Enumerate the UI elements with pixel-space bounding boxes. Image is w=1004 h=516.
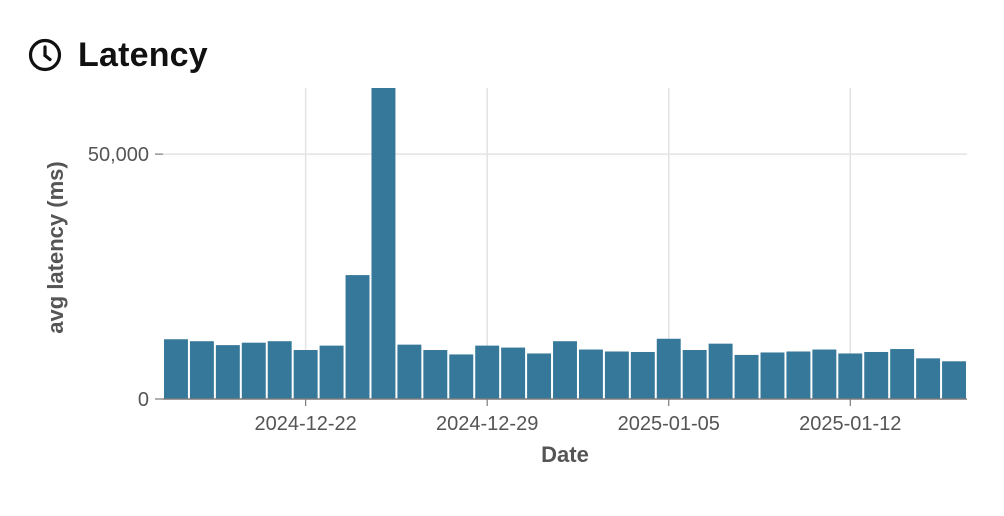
bar-2025-01-05[interactable]: [656, 338, 681, 399]
bar-2024-12-28[interactable]: [449, 354, 474, 399]
bar-2024-12-26[interactable]: [397, 344, 422, 399]
bar-2025-01-09[interactable]: [760, 352, 785, 399]
bar-2024-12-18[interactable]: [189, 341, 214, 399]
bar-2025-01-02[interactable]: [578, 349, 603, 399]
panel-header: Latency: [28, 32, 208, 78]
panel-title: Latency: [78, 35, 208, 74]
bar-2025-01-03[interactable]: [604, 351, 629, 399]
y-tick-label: 0: [138, 389, 149, 411]
bar-2024-12-23[interactable]: [319, 345, 344, 399]
bar-2024-12-19[interactable]: [215, 345, 240, 399]
bars: [164, 88, 966, 399]
grid-lines: [155, 88, 967, 406]
x-tick-label: 2025-01-12: [799, 413, 901, 435]
x-tick-label: 2024-12-29: [436, 413, 538, 435]
bar-2025-01-07[interactable]: [708, 343, 733, 399]
bar-2024-12-30[interactable]: [501, 347, 526, 399]
bar-2025-01-11[interactable]: [812, 349, 837, 399]
x-tick-label: 2024-12-22: [254, 413, 356, 435]
bar-2025-01-04[interactable]: [630, 351, 655, 399]
bar-2024-12-25[interactable]: [371, 88, 396, 399]
bar-2025-01-15[interactable]: [916, 358, 941, 399]
bar-2024-12-21[interactable]: [267, 341, 292, 399]
y-axis-title: avg latency (ms): [43, 161, 68, 333]
bar-2024-12-24[interactable]: [345, 275, 370, 399]
bar-2024-12-29[interactable]: [475, 345, 500, 399]
bar-2025-01-16[interactable]: [942, 361, 966, 399]
bar-2024-12-27[interactable]: [423, 350, 448, 399]
bar-2025-01-01[interactable]: [553, 341, 577, 399]
bar-2024-12-20[interactable]: [241, 342, 266, 399]
x-axis-title: Date: [541, 442, 589, 467]
bar-2024-12-22[interactable]: [293, 350, 318, 399]
bar-2024-12-17[interactable]: [164, 339, 188, 399]
x-tick-label: 2025-01-05: [618, 413, 720, 435]
bar-2025-01-12[interactable]: [838, 353, 863, 399]
bar-2025-01-08[interactable]: [734, 354, 759, 399]
bar-2025-01-14[interactable]: [890, 349, 915, 399]
bar-2025-01-13[interactable]: [864, 351, 889, 399]
y-tick-label: 50,000: [88, 144, 149, 166]
clock-icon: [28, 38, 62, 72]
bar-2025-01-06[interactable]: [682, 350, 707, 399]
bar-2025-01-10[interactable]: [786, 351, 811, 399]
bar-2024-12-31[interactable]: [527, 353, 552, 399]
tick-labels: 0 50,000 2024-12-22 2024-12-29 2025-01-05 202…: [88, 144, 902, 435]
